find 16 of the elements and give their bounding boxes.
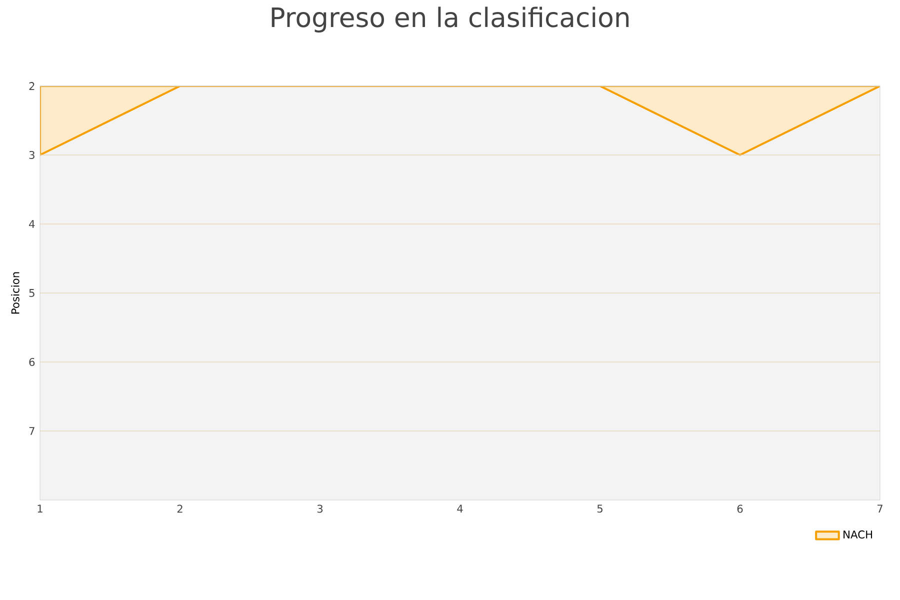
x-tick-label: 1 <box>38 504 42 512</box>
x-tick-label: 4 <box>457 504 463 512</box>
y-tick-label: 5 <box>29 289 34 297</box>
legend-label: NACH <box>844 530 872 539</box>
x-tick-label: 5 <box>597 504 602 513</box>
y-tick-label: 2 <box>29 82 34 90</box>
x-tick-label: 7 <box>877 504 882 512</box>
x-tick-label: 2 <box>177 504 182 513</box>
y-axis-title: Posicion <box>11 272 20 314</box>
x-tick-label: 3 <box>317 504 323 513</box>
y-tick-label: 6 <box>29 358 35 366</box>
y-tick-label: 3 <box>29 150 34 160</box>
chart-title: Progreso en la clasificacion <box>272 6 629 33</box>
y-tick-label: 4 <box>29 220 35 228</box>
x-tick-label: 6 <box>737 504 743 513</box>
y-tick-label: 7 <box>29 427 34 435</box>
